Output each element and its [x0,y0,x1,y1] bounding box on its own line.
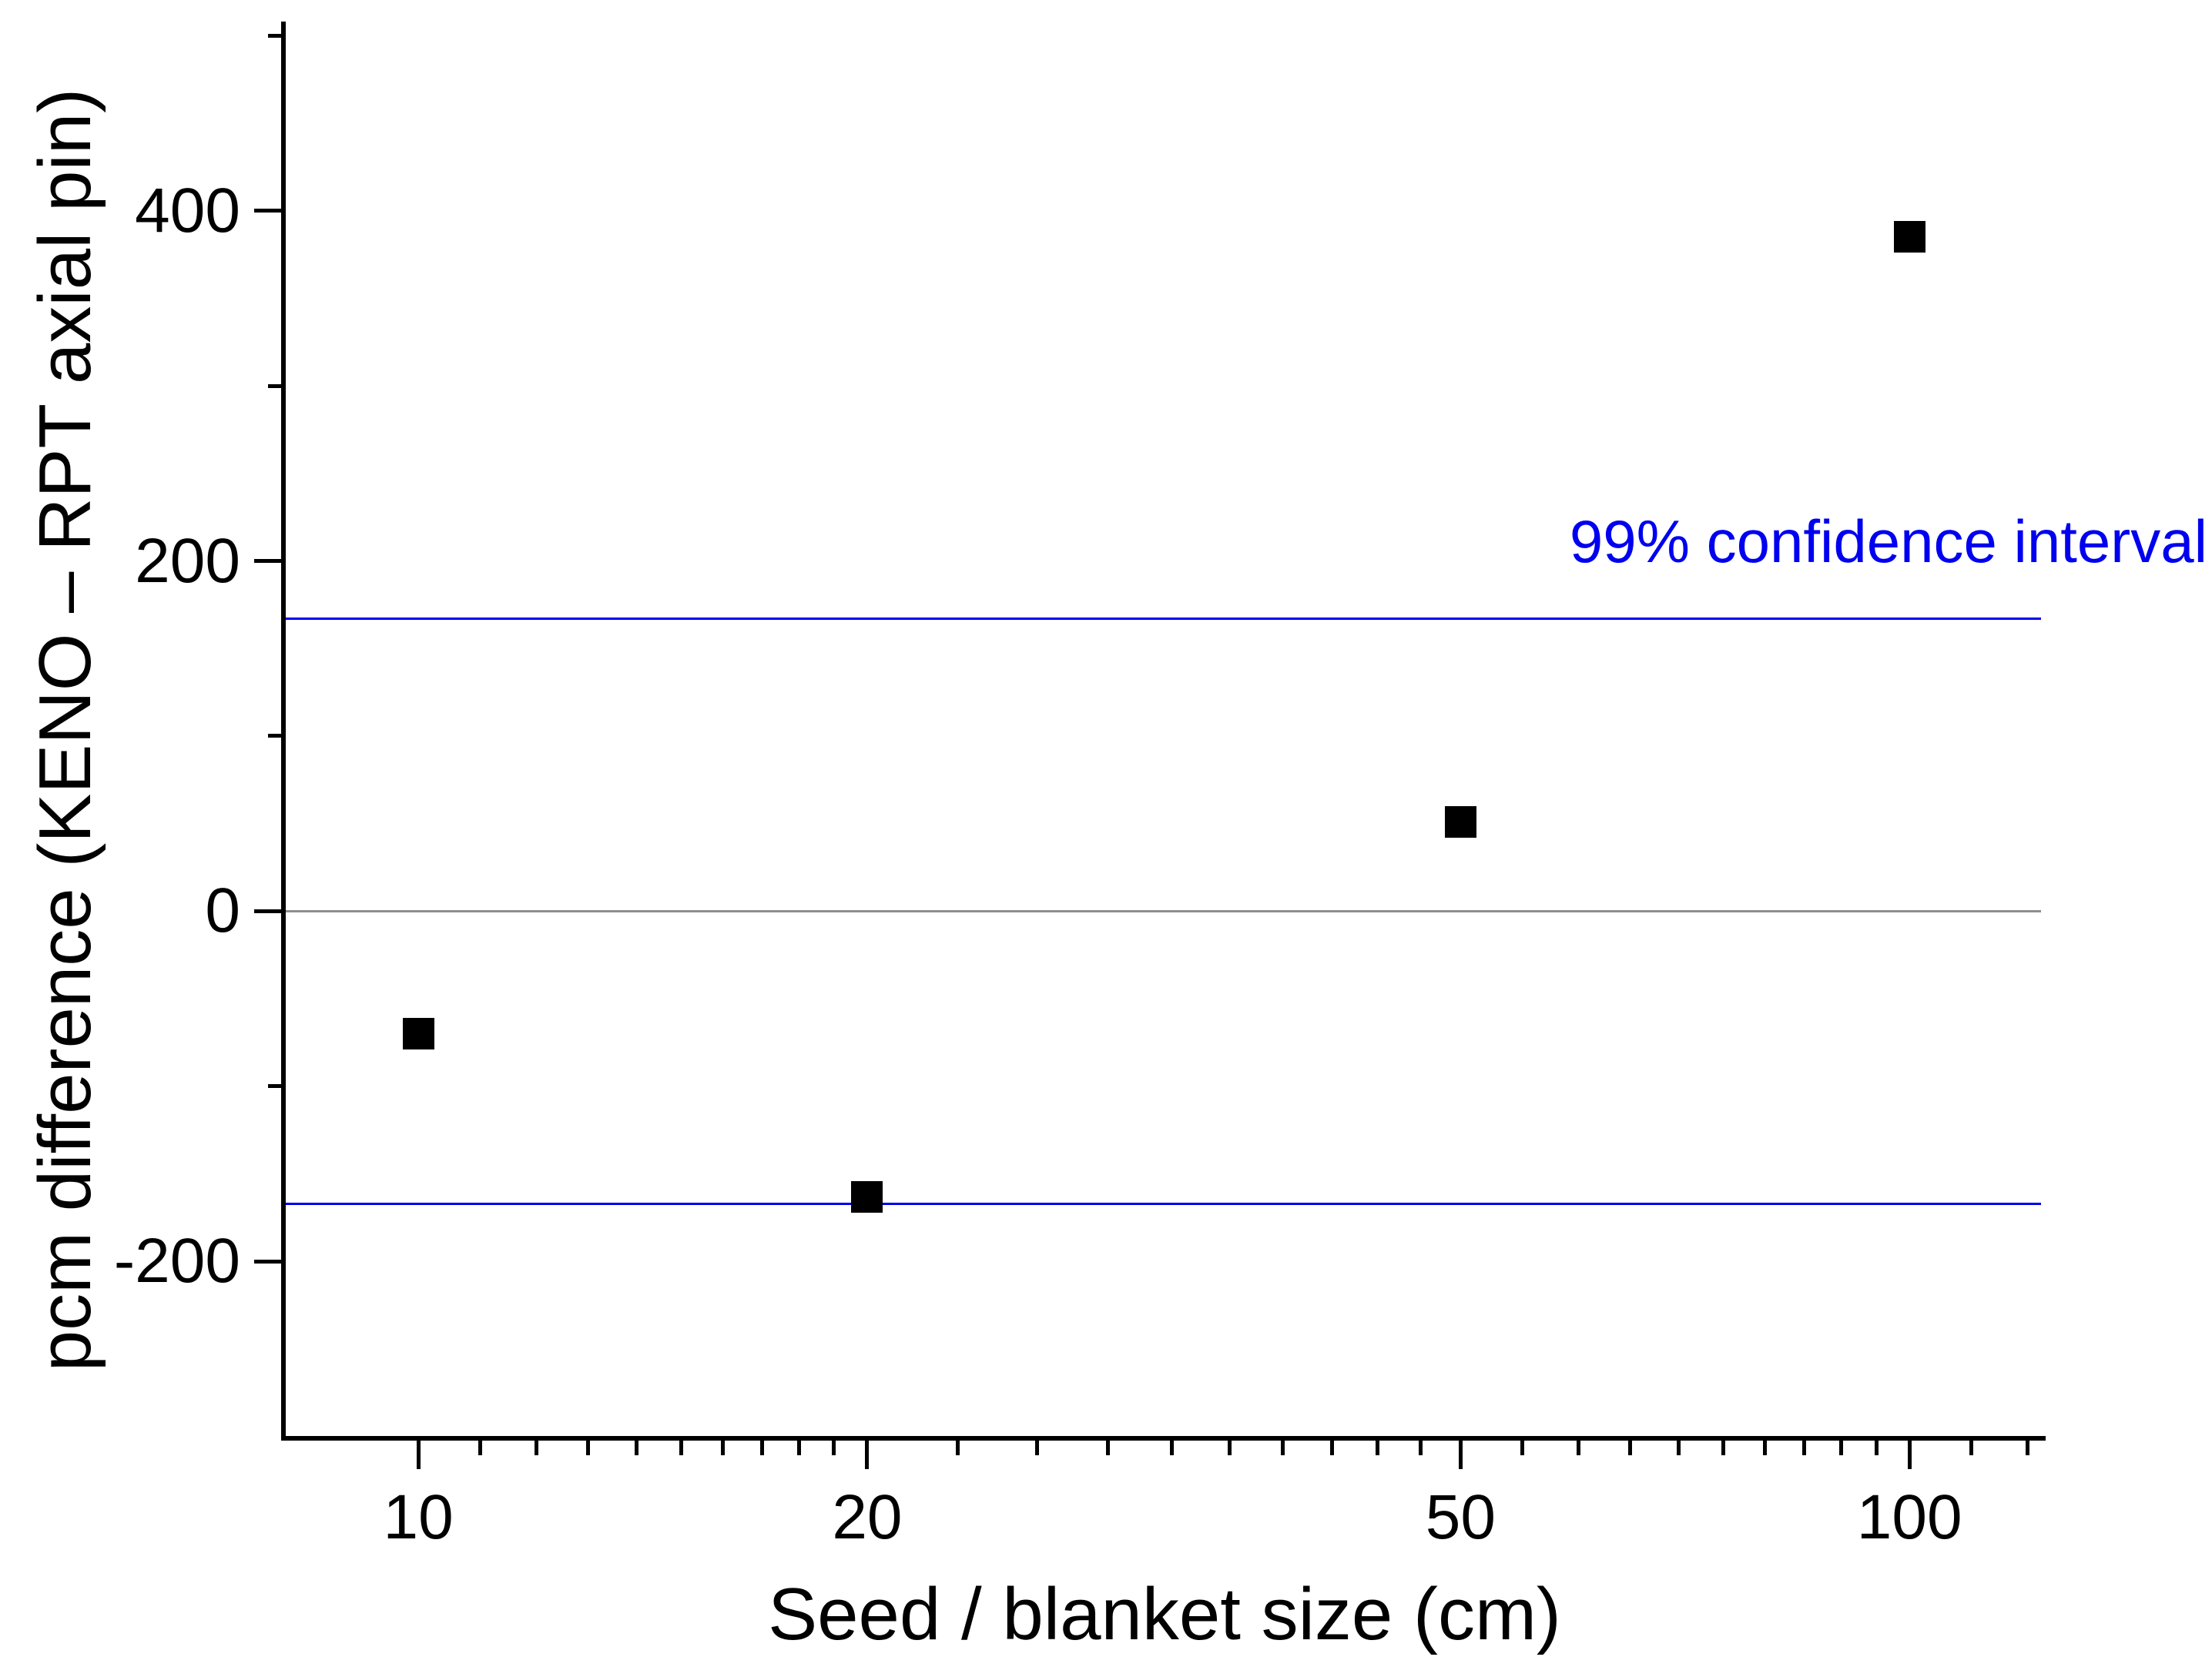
x-minor-tick [832,1441,836,1455]
x-tick-label: 10 [383,1482,454,1552]
x-minor-tick [1577,1441,1581,1455]
x-axis-title: Seed / blanket size (cm) [768,1573,1561,1655]
y-minor-tick [268,33,283,38]
x-minor-tick [796,1441,801,1455]
x-major-tick [1458,1441,1463,1469]
x-minor-tick [1839,1441,1844,1455]
y-minor-tick [268,383,283,388]
zero-line [286,909,2041,912]
y-tick-label: 200 [135,525,240,596]
x-minor-tick [586,1441,591,1455]
x-minor-tick [1676,1441,1681,1455]
ci-lower-line [286,1202,2041,1205]
x-minor-tick [720,1441,725,1455]
y-major-tick [254,559,283,564]
y-major-tick [254,209,283,213]
y-axis-title: pcm difference (KENO – RPT axial pin) [24,88,106,1372]
x-minor-tick [634,1441,638,1455]
x-minor-tick [1105,1441,1110,1455]
x-minor-tick [955,1441,960,1455]
x-minor-tick [1520,1441,1525,1455]
y-major-tick [254,909,283,913]
x-minor-tick [1418,1441,1423,1455]
x-minor-tick [1227,1441,1232,1455]
x-minor-tick [1330,1441,1335,1455]
x-tick-label: 20 [832,1482,903,1552]
ci-upper-line [286,618,2041,621]
x-minor-tick [1874,1441,1879,1455]
x-minor-tick [1035,1441,1040,1455]
x-minor-tick [759,1441,764,1455]
x-major-tick [865,1441,870,1469]
y-tick-label: 0 [205,875,240,946]
x-minor-tick [1763,1441,1768,1455]
x-minor-tick [2026,1441,2029,1455]
x-minor-tick [1281,1441,1285,1455]
y-tick-label: -200 [113,1226,240,1297]
x-minor-tick [478,1441,482,1455]
data-point [402,1018,434,1050]
x-minor-tick [679,1441,683,1455]
data-point [1444,805,1476,838]
data-point [851,1180,883,1213]
y-tick-label: 400 [135,175,240,246]
x-minor-tick [1802,1441,1807,1455]
x-minor-tick [534,1441,538,1455]
data-point [1893,221,1925,253]
confidence-interval-label: 99% confidence interval [1569,507,2207,575]
x-axis-line [281,1436,2046,1441]
x-minor-tick [1169,1441,1174,1455]
x-tick-label: 50 [1425,1482,1496,1552]
x-major-tick [416,1441,421,1469]
y-minor-tick [268,734,283,738]
y-minor-tick [268,1084,283,1089]
x-minor-tick [1969,1441,1973,1455]
x-tick-label: 100 [1856,1482,1962,1552]
x-minor-tick [1721,1441,1725,1455]
x-minor-tick [1376,1441,1380,1455]
y-major-tick [254,1259,283,1264]
x-minor-tick [1628,1441,1633,1455]
x-major-tick [1907,1441,1912,1469]
y-axis-line [281,22,286,1441]
